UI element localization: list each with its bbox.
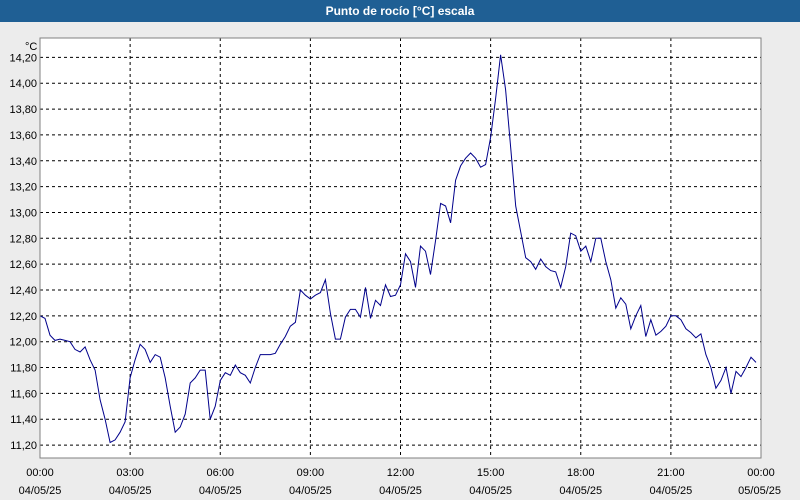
- x-tick-time-label: 12:00: [387, 467, 415, 479]
- y-tick-label: 14,20: [9, 52, 37, 64]
- x-tick-date-label: 04/05/25: [19, 485, 62, 497]
- y-tick-label: 13,80: [9, 104, 37, 116]
- y-tick-label: 12,80: [9, 233, 37, 245]
- x-tick-date-label: 04/05/25: [289, 485, 332, 497]
- y-axis-ticks: 11,20 11,40 11,60 11,80 12,00 12,20 12,40 12,60…: [9, 52, 37, 452]
- x-tick-date-label: 04/05/25: [199, 485, 242, 497]
- x-tick-time-label: 00:00: [26, 467, 54, 479]
- x-tick-date-label: 04/05/25: [559, 485, 602, 497]
- y-tick-label: 11,60: [10, 388, 37, 400]
- y-tick-label: 12,60: [9, 259, 37, 271]
- dewpoint-chart: °C 11,20 11,40 11,60 11,80 12,00 12,20 12,40 12…: [9, 37, 781, 497]
- y-tick-label: 13,60: [9, 130, 37, 142]
- grid-lines: [40, 38, 761, 458]
- plot-border: [39, 37, 762, 459]
- x-tick-date-label: 05/05/25: [738, 485, 781, 497]
- x-tick-time-label: 21:00: [657, 467, 685, 479]
- y-tick-label: 11,40: [10, 414, 37, 426]
- x-tick-time-label: 15:00: [477, 467, 505, 479]
- series-line: [39, 54, 757, 444]
- y-tick-label: 14,00: [9, 78, 37, 90]
- y-tick-label: 13,00: [9, 207, 37, 219]
- y-tick-label: 11,20: [10, 440, 37, 452]
- chart-title: Punto de rocío [°C] escala: [0, 0, 800, 22]
- x-tick-time-label: 06:00: [206, 467, 234, 479]
- y-tick-label: 12,00: [9, 337, 37, 349]
- y-tick-label: 12,20: [9, 311, 37, 323]
- x-axis-ticks: 00:00 04/05/25 03:00 04/05/25 06:00 04/05/25 0…: [19, 467, 781, 497]
- y-axis-unit-label: °C: [25, 41, 37, 53]
- x-tick-time-label: 09:00: [297, 467, 325, 479]
- y-tick-label: 11,80: [10, 363, 37, 375]
- x-tick-time-label: 00:00: [747, 467, 775, 479]
- x-tick-date-label: 04/05/25: [469, 485, 512, 497]
- x-tick-date-label: 04/05/25: [379, 485, 422, 497]
- x-tick-date-label: 04/05/25: [649, 485, 692, 497]
- x-tick-date-label: 04/05/25: [109, 485, 152, 497]
- x-tick-time-label: 18:00: [567, 467, 595, 479]
- y-tick-label: 13,40: [9, 156, 37, 168]
- y-tick-label: 12,40: [9, 285, 37, 297]
- y-tick-label: 13,20: [9, 182, 37, 194]
- x-tick-time-label: 03:00: [116, 467, 144, 479]
